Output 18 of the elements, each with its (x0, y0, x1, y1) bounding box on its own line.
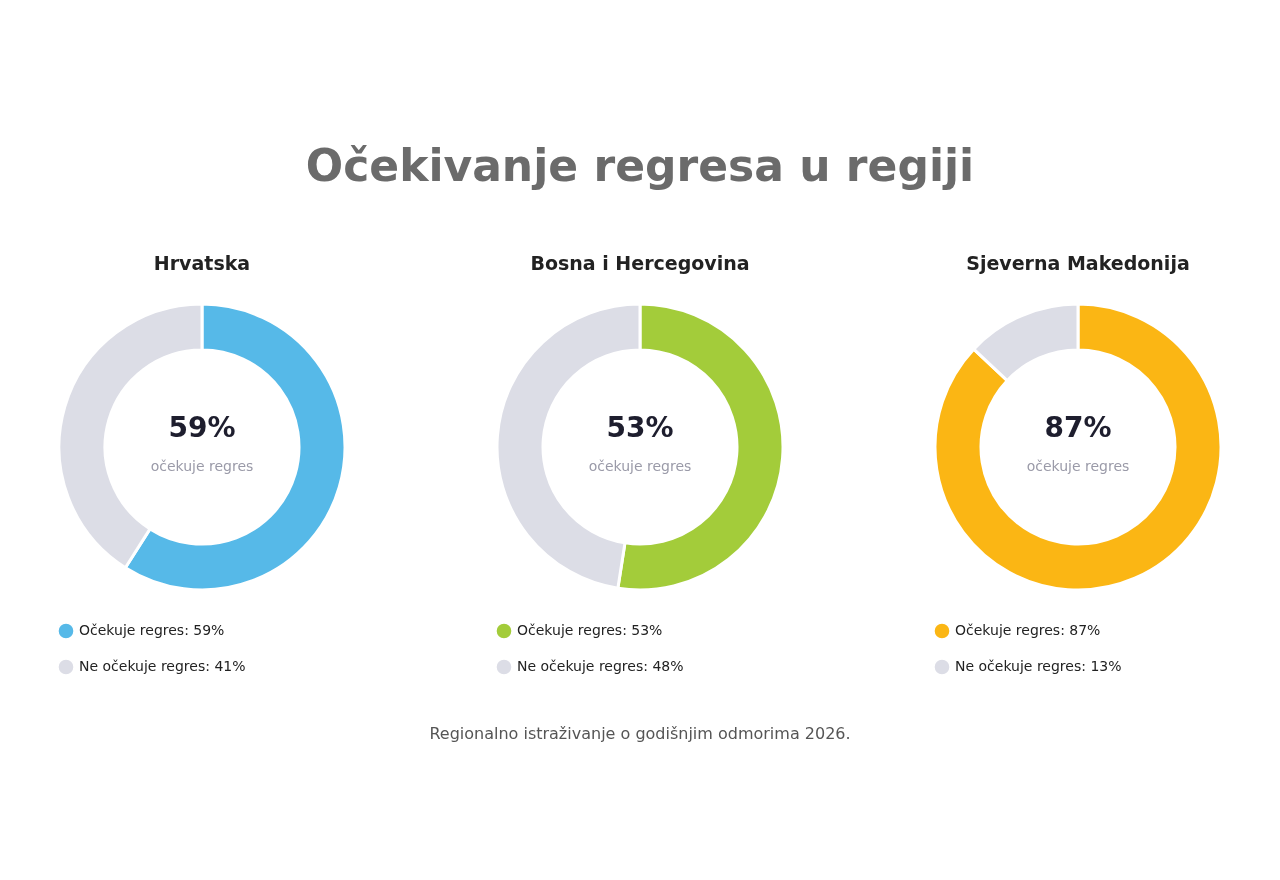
text: Regionalno istraživanje o godišnjim odmorima 2026. (428, 724, 852, 743)
chart-title: Sjeverna Makedonija (966, 252, 1190, 274)
legend-label: Očekuje regres: 87% (955, 622, 1101, 638)
donut-slice (933, 302, 1223, 592)
text: očekuje regres (1026, 458, 1130, 474)
legend-label: Ne očekuje regres: 13% (955, 658, 1122, 674)
text: očekuje regres (150, 458, 254, 474)
chart-title: Hrvatska (153, 252, 251, 274)
text: Očekivanje regresa u regiji (304, 139, 976, 193)
text: očekuje regres (588, 458, 692, 474)
legend-label: Očekuje regres: 53% (517, 622, 663, 638)
data-label: 87% (1044, 411, 1112, 444)
data-label: 53% (606, 411, 674, 444)
data-label: 59% (168, 411, 236, 444)
legend-label: Očekuje regres: 59% (79, 622, 225, 638)
chart-title: Bosna i Hercegovina (530, 252, 750, 274)
legend-label: Ne očekuje regres: 41% (79, 658, 246, 674)
legend-label: Ne očekuje regres: 48% (517, 658, 684, 674)
